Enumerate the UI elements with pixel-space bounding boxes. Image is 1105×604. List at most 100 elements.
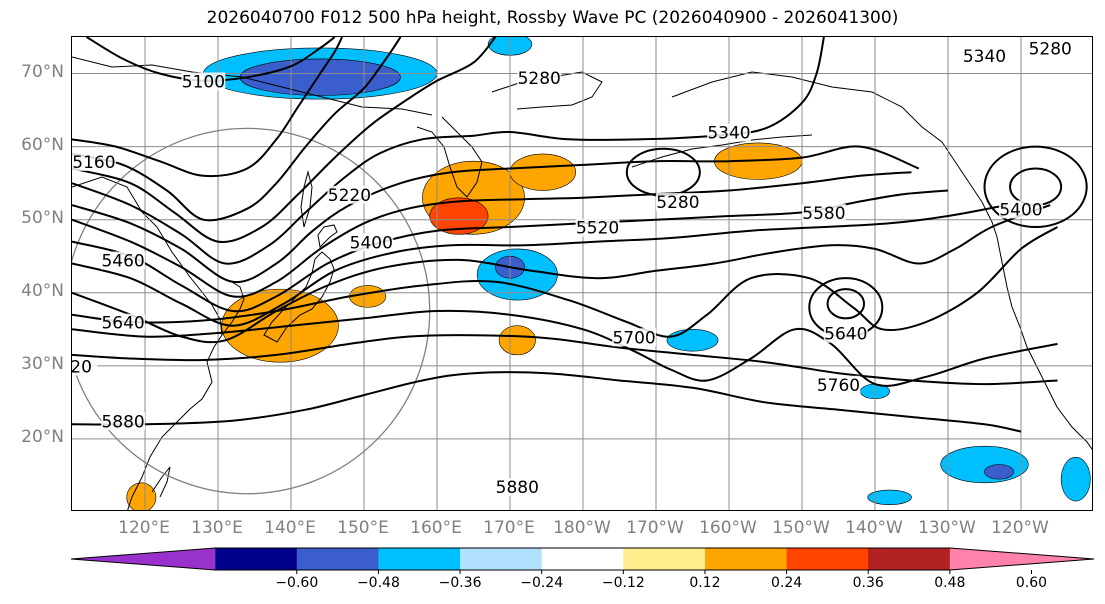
longitude-tick-label: 180°W <box>553 518 611 538</box>
colorbar-segment <box>215 548 298 570</box>
longitude-tick-label: 130°E <box>191 518 243 538</box>
anomaly-blob <box>498 325 536 356</box>
colorbar-extend-max <box>949 548 1094 570</box>
closed-contour-5700 <box>826 288 866 320</box>
coastline-hokkaido <box>317 224 338 249</box>
anomaly-blob <box>509 153 576 191</box>
anomaly-blob <box>221 288 339 363</box>
coastline-siberia <box>72 56 433 116</box>
colorbar-extend-min <box>71 548 216 570</box>
colorbar-tick-label: 0.12 <box>689 575 721 591</box>
colorbar-tick-label: −0.24 <box>520 575 564 591</box>
anomaly-blob <box>1060 456 1091 502</box>
anomaly-blob <box>867 489 912 505</box>
colorbar-tick-label: 0.36 <box>852 575 884 591</box>
latitude-tick-label: 70°N <box>21 61 64 82</box>
contour-label-bg <box>801 204 846 223</box>
contour-label: 5520 <box>576 219 619 239</box>
contour-label-bg <box>181 72 226 91</box>
contour-label: 5280 <box>518 69 561 89</box>
contour-label-bg <box>612 328 657 347</box>
height-contour-5820 <box>72 334 1058 386</box>
contour-label-bg <box>962 46 1007 65</box>
longitude-tick-label: 120°E <box>118 518 170 538</box>
contour-label: 5340 <box>963 47 1006 67</box>
height-contour-5460 <box>72 171 912 298</box>
height-contour-5160 <box>72 37 343 178</box>
coastline-korea <box>221 281 245 336</box>
anomaly-blob <box>666 329 719 352</box>
contour-label-bg <box>517 68 562 87</box>
contour-label: 5220 <box>328 186 371 206</box>
colorbar-segments <box>70 547 1095 574</box>
contour-label-bg <box>101 251 146 270</box>
coastline-japan <box>263 251 335 343</box>
height-contour-5340 <box>72 37 825 265</box>
contour-labels: 5880 820 5880 5760 5700 5640 5640 5460 5400 5220 5… <box>72 39 1073 498</box>
contour-label-bg <box>1028 39 1073 58</box>
height-contour-5640 <box>72 204 1051 344</box>
graticule <box>72 37 1092 510</box>
longitude-tick-label: 160°E <box>410 518 462 538</box>
height-contour-5280 <box>72 37 497 244</box>
contour-label-bg <box>707 123 751 142</box>
height-contour-5220 <box>72 37 402 222</box>
contour-label-bg <box>823 324 868 343</box>
colorbar-tick-label: −0.36 <box>438 575 482 591</box>
contour-label: 5280 <box>1029 40 1072 60</box>
contour-label: 5880 <box>496 478 539 498</box>
contour-label-bg <box>349 233 394 252</box>
longitude-tick-label: 130°W <box>918 518 976 538</box>
colorbar-tick-label: −0.48 <box>356 575 400 591</box>
anomaly-blob <box>940 445 1029 484</box>
coastline-philippines <box>151 466 171 498</box>
map-canvas: 5880 820 5880 5760 5700 5640 5640 5460 5400 5220 5… <box>72 37 1092 510</box>
colorbar-segment <box>623 548 706 570</box>
colorbar-tick-label: −0.12 <box>601 575 645 591</box>
longitude-tick-label: 160°W <box>699 518 757 538</box>
contour-label-bg <box>101 313 146 332</box>
latitude-tick-label: 60°N <box>21 134 64 155</box>
closed-contour-5280 <box>625 147 701 197</box>
latitude-tick-label: 30°N <box>21 353 64 374</box>
colorbar <box>70 547 1095 574</box>
height-contour-5580 <box>72 204 1007 327</box>
contour-label-bg <box>999 200 1043 219</box>
anomaly-blob <box>239 58 401 96</box>
colorbar-tick-label: −0.60 <box>275 575 319 591</box>
contour-label: 5640 <box>101 314 144 334</box>
colorbar-segment <box>868 548 951 570</box>
height-contour-5760 <box>72 309 1058 387</box>
contour-label: 5700 <box>612 328 655 348</box>
contour-label-bg <box>655 193 700 212</box>
closed-contour-5340 <box>983 145 1088 228</box>
latitude-tick-label: 40°N <box>21 280 64 301</box>
colorbar-tick-label: 0.24 <box>770 575 803 591</box>
longitude-tick-label: 170°W <box>626 518 684 538</box>
contour-label: 5460 <box>101 252 144 272</box>
height-contour-5880 <box>72 371 1022 433</box>
anomaly-blob <box>126 482 157 510</box>
coastline-kamchatka <box>416 116 483 198</box>
colorbar-segment <box>378 548 461 570</box>
colorbar-tick-label: 0.48 <box>934 575 966 591</box>
colorbar-segment <box>460 548 543 570</box>
contour-label: 820 <box>72 358 92 378</box>
contour-label: 5280 <box>656 193 699 213</box>
contour-label: 5640 <box>824 325 867 345</box>
anomaly-blob <box>984 464 1015 480</box>
coastline-aleutians <box>631 134 813 168</box>
anomaly-shading <box>126 37 1091 510</box>
latitude-tick-label: 20°N <box>21 426 64 447</box>
colorbar-segment <box>786 548 869 570</box>
anomaly-blob <box>429 197 489 235</box>
height-contour-5400 <box>72 145 920 284</box>
contour-label-bg <box>101 412 146 431</box>
contour-label-bg <box>495 478 540 497</box>
contour-label: 5880 <box>101 412 144 432</box>
colorbar-tick-label: 0.60 <box>1015 575 1048 591</box>
contour-label: 5340 <box>707 124 750 144</box>
contour-label: 5160 <box>72 153 115 173</box>
contour-label-bg <box>72 357 98 376</box>
colorbar-outline <box>70 547 1095 571</box>
